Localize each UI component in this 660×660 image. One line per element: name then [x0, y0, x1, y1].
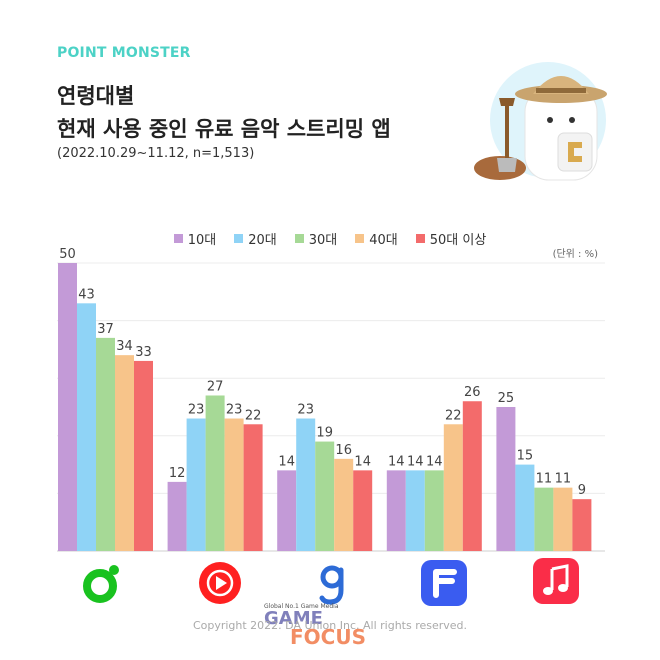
bar-value-label: 14 [278, 454, 295, 469]
bar [424, 470, 444, 551]
legend-label: 20대 [248, 233, 277, 248]
bar [115, 355, 134, 551]
bar [77, 303, 96, 551]
mascot-illustration [474, 62, 607, 181]
legend-item-30s: 30대 [294, 229, 338, 248]
brand-logo: POINT MONSTER [57, 45, 191, 61]
watermark-tagline: Global No.1 Game Media [264, 603, 339, 610]
bar [553, 487, 573, 551]
chart-subtitle: (2022.10.29~11.12, n=1,513) [57, 146, 255, 161]
legend-swatch [294, 234, 304, 243]
bar [572, 499, 592, 551]
bar-value-label: 14 [388, 454, 405, 469]
chart-legend: 10대 20대 30대 40대 50대 이상 [0, 229, 660, 248]
legend-item-50s-plus: 50대 이상 [415, 229, 487, 248]
legend-label: 10대 [187, 233, 217, 248]
bar [386, 470, 406, 551]
bar-value-label: 25 [498, 391, 515, 406]
legend-item-20s: 20대 [234, 229, 277, 248]
melon-icon [83, 565, 119, 603]
bar-value-label: 34 [116, 339, 133, 354]
copyright-text: Copyright 2022. DA Union Inc. All rights… [192, 619, 468, 632]
bar [515, 464, 535, 551]
bar-value-label: 12 [169, 466, 186, 481]
bar [315, 441, 335, 551]
bar-value-label: 11 [536, 472, 553, 487]
legend-label: 30대 [308, 233, 338, 248]
bar [296, 418, 316, 551]
bar [462, 401, 482, 551]
bar-value-label: 37 [97, 322, 114, 337]
bar [443, 424, 463, 551]
bar-value-label: 15 [517, 449, 534, 464]
youtube-music-icon [199, 562, 241, 604]
bar [167, 481, 187, 551]
bar-value-label: 23 [226, 403, 243, 418]
bar-value-label: 33 [135, 345, 152, 360]
bar [334, 458, 354, 551]
bar-value-label: 16 [335, 443, 352, 458]
flo-icon [421, 560, 467, 606]
unit-label: (단위 : %) [552, 249, 598, 260]
bar-value-label: 26 [464, 385, 481, 400]
bar-value-label: 22 [245, 408, 262, 423]
legend-swatch [234, 234, 244, 243]
legend-label: 40대 [369, 233, 398, 248]
bar-value-label: 22 [445, 408, 462, 423]
legend-label: 50대 이상 [429, 233, 487, 248]
bar [405, 470, 425, 551]
legend-swatch [415, 234, 425, 243]
watermark-line2: FOCUS [290, 625, 366, 648]
bar [277, 470, 297, 551]
bar-value-label: 50 [59, 247, 76, 262]
bar-value-label: 11 [555, 472, 572, 487]
legend-swatch [173, 234, 183, 243]
bar-value-label: 43 [78, 287, 95, 302]
watermark-line1: GAME [264, 608, 323, 629]
bar-value-label: 27 [207, 379, 224, 394]
bar-value-label: 9 [578, 483, 586, 498]
bar-value-label: 14 [354, 454, 371, 469]
bar [496, 407, 516, 551]
chart-title-line1: 연령대별 [57, 84, 135, 108]
apple-music-icon [533, 558, 579, 604]
bar [205, 395, 225, 551]
bar-value-label: 14 [407, 454, 424, 469]
bar [186, 418, 206, 551]
bar [58, 263, 77, 551]
bar-value-label: 23 [297, 403, 314, 418]
bar-value-label: 14 [426, 454, 443, 469]
bar [534, 487, 554, 551]
game-focus-watermark: Global No.1 Game Media GAME FOCUS [264, 603, 366, 648]
bar [134, 360, 153, 551]
bar-value-label: 23 [188, 403, 205, 418]
genie-icon [319, 565, 344, 605]
chart-title-line2: 현재 사용 중인 유료 음악 스트리밍 앱 [57, 117, 391, 141]
legend-swatch [355, 234, 365, 243]
bar [243, 424, 263, 551]
bar [353, 470, 373, 551]
bar [96, 337, 115, 551]
legend-item-40s: 40대 [355, 229, 398, 248]
bar-value-label: 19 [316, 426, 333, 441]
legend-item-10s: 10대 [173, 229, 217, 248]
bar [224, 418, 244, 551]
